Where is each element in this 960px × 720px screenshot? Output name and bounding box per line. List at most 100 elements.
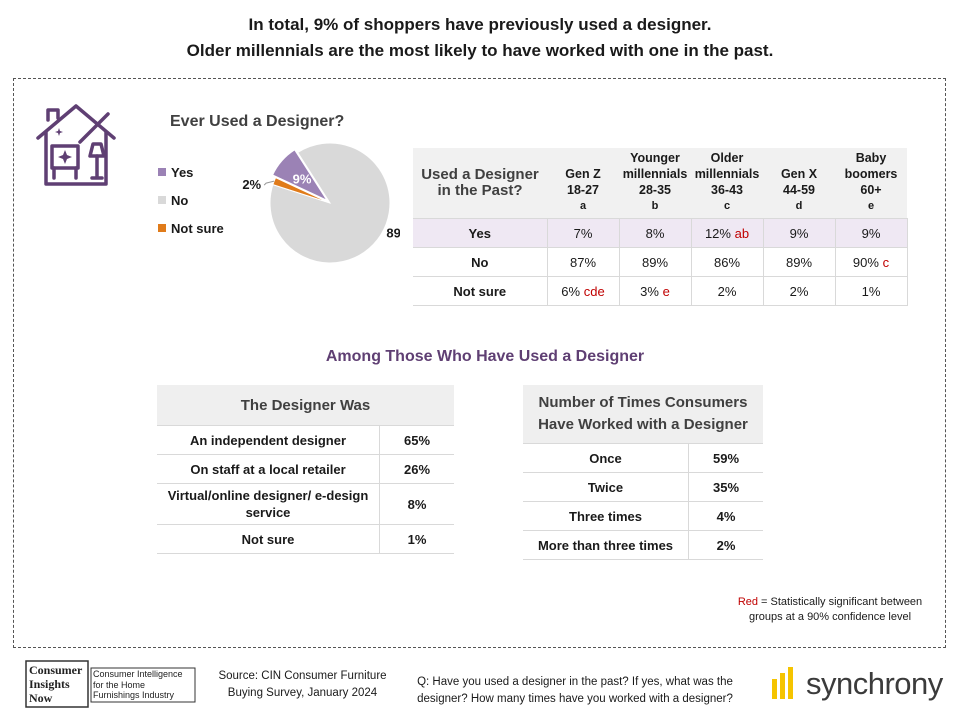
cell-value: 89% xyxy=(785,254,813,270)
pie-slice-yes xyxy=(271,149,329,202)
column-header-gen-z: Gen Z 18-27 a xyxy=(547,148,619,219)
cell-value: 2% xyxy=(789,283,809,299)
row-label: On staff at a local retailer xyxy=(157,454,380,484)
legend-item-not-sure: Not sure xyxy=(158,214,224,242)
significance-marker: c xyxy=(882,254,890,270)
legend-swatch-yes xyxy=(158,168,166,176)
column-letter: e xyxy=(867,200,875,212)
consumer-insights-now-logo: Consumer Insights Now Consumer Intellige… xyxy=(25,660,196,708)
cell-value: 3% xyxy=(640,283,659,299)
table-row: More than three times 2% xyxy=(523,530,763,560)
significance-marker: e xyxy=(662,283,670,299)
column-name: Gen Z xyxy=(565,167,601,181)
legend-swatch-no xyxy=(158,196,166,204)
cell-value: 87% xyxy=(569,254,597,270)
row-value: 4% xyxy=(688,501,763,531)
table-row: On staff at a local retailer 26% xyxy=(157,454,454,484)
row-value: 2% xyxy=(688,530,763,560)
table-row: Once 59% xyxy=(523,443,763,473)
table-cell: 12% ab xyxy=(690,218,763,248)
title-line-2: Older millennials are the most likely to… xyxy=(186,41,774,60)
note-red-word: Red xyxy=(737,596,758,608)
designer-was-header: The Designer Was xyxy=(157,385,454,426)
table-cell: 9% xyxy=(762,218,835,248)
legend-item-yes: Yes xyxy=(158,158,224,186)
table-row: No 87% 89% 86% 89% 90% c xyxy=(413,247,908,277)
row-label: Three times xyxy=(523,501,689,531)
legend-label-no: No xyxy=(171,192,189,208)
significance-note: Red = Statistically significant between … xyxy=(722,595,938,625)
table-row: Not sure 6% cde 3% e 2% 2% 1% xyxy=(413,276,908,306)
table-cell: 89% xyxy=(762,247,835,277)
legend-swatch-not-sure xyxy=(158,224,166,232)
cell-value: 7% xyxy=(573,225,593,241)
table-cell: 6% cde xyxy=(546,276,619,306)
column-letter: d xyxy=(795,200,803,212)
significance-marker: ab xyxy=(734,225,750,241)
column-ages: 36-43 xyxy=(711,183,743,197)
synchrony-logo: synchrony xyxy=(770,665,943,703)
row-label: Twice xyxy=(523,472,689,502)
legend-label-yes: Yes xyxy=(171,164,194,180)
table-cell: 1% xyxy=(834,276,908,306)
table-row: Three times 4% xyxy=(523,501,763,531)
times-worked-table: Number of Times Consumers Have Worked wi… xyxy=(523,385,763,560)
column-ages: 18-27 xyxy=(567,183,599,197)
column-header-younger-millennials: Younger millennials 28-35 b xyxy=(619,148,691,219)
cell-value: 90% xyxy=(852,254,879,270)
row-label: Once xyxy=(523,443,689,473)
legend-item-no: No xyxy=(158,186,224,214)
source-note: Source: CIN Consumer Furniture Buying Su… xyxy=(218,670,387,699)
pie-label-no: 89% xyxy=(386,225,400,240)
table-cell: 89% xyxy=(618,247,691,277)
row-value: 59% xyxy=(688,443,763,473)
table-row: Twice 35% xyxy=(523,472,763,502)
row-label: Not sure xyxy=(413,276,547,306)
generation-table-header: Used a Designer in the Past? Gen Z 18-27… xyxy=(413,148,907,219)
cin-logo-tagline: Consumer Intelligence for the Home Furni… xyxy=(93,669,183,700)
table-row: Not sure 1% xyxy=(157,524,454,554)
synchrony-mark-icon xyxy=(772,667,793,699)
slide-title: In total, 9% of shoppers have previously… xyxy=(0,12,960,64)
column-name: Younger millennials xyxy=(622,151,688,181)
column-name: Gen X xyxy=(780,167,818,181)
column-letter: a xyxy=(579,200,587,212)
cin-logo-line-3: Now xyxy=(29,691,53,705)
designer-was-table: The Designer Was An independent designer… xyxy=(157,385,454,554)
times-worked-header: Number of Times Consumers Have Worked wi… xyxy=(523,385,763,444)
column-letter: b xyxy=(651,200,659,212)
column-ages: 60+ xyxy=(860,183,882,197)
row-value: 8% xyxy=(379,483,454,525)
pie-chart-title: Ever Used a Designer? xyxy=(170,113,345,130)
table-cell: 3% e xyxy=(618,276,691,306)
table-cell: 8% xyxy=(618,218,691,248)
content-frame xyxy=(13,78,946,648)
significance-marker: cde xyxy=(583,283,605,299)
cell-value: 6% xyxy=(561,283,581,299)
column-ages: 44-59 xyxy=(783,183,815,197)
cell-value: 2% xyxy=(717,283,737,299)
table-row: Yes 7% 8% 12% ab 9% 9% xyxy=(413,218,908,248)
synchrony-wordmark: synchrony xyxy=(806,666,943,701)
row-label: More than three times xyxy=(523,530,689,560)
table-cell: 90% c xyxy=(834,247,908,277)
table-row: An independent designer 65% xyxy=(157,425,454,455)
column-header-baby-boomers: Baby boomers 60+ e xyxy=(835,148,907,219)
generation-table: Used a Designer in the Past? Gen Z 18-27… xyxy=(413,148,908,306)
column-name: Older millennials xyxy=(694,151,760,181)
row-value: 35% xyxy=(688,472,763,502)
row-label: Not sure xyxy=(157,524,380,554)
question-note: Q: Have you used a designer in the past?… xyxy=(417,676,733,705)
table-cell: 9% xyxy=(834,218,908,248)
cell-value: 8% xyxy=(645,225,665,241)
pie-legend: Yes No Not sure xyxy=(158,158,224,242)
table-row: Virtual/online designer/ e-design servic… xyxy=(157,483,454,525)
row-label: Yes xyxy=(413,218,547,248)
pie-label-yes: 9% xyxy=(293,171,312,186)
table-cell: 7% xyxy=(546,218,619,248)
cell-value: 9% xyxy=(789,225,809,241)
among-users-heading: Among Those Who Have Used a Designer xyxy=(325,348,645,365)
pie-leader-line-not-sure xyxy=(263,180,275,186)
row-label: An independent designer xyxy=(157,425,380,455)
note-text: = Statistically significant between grou… xyxy=(748,596,923,623)
